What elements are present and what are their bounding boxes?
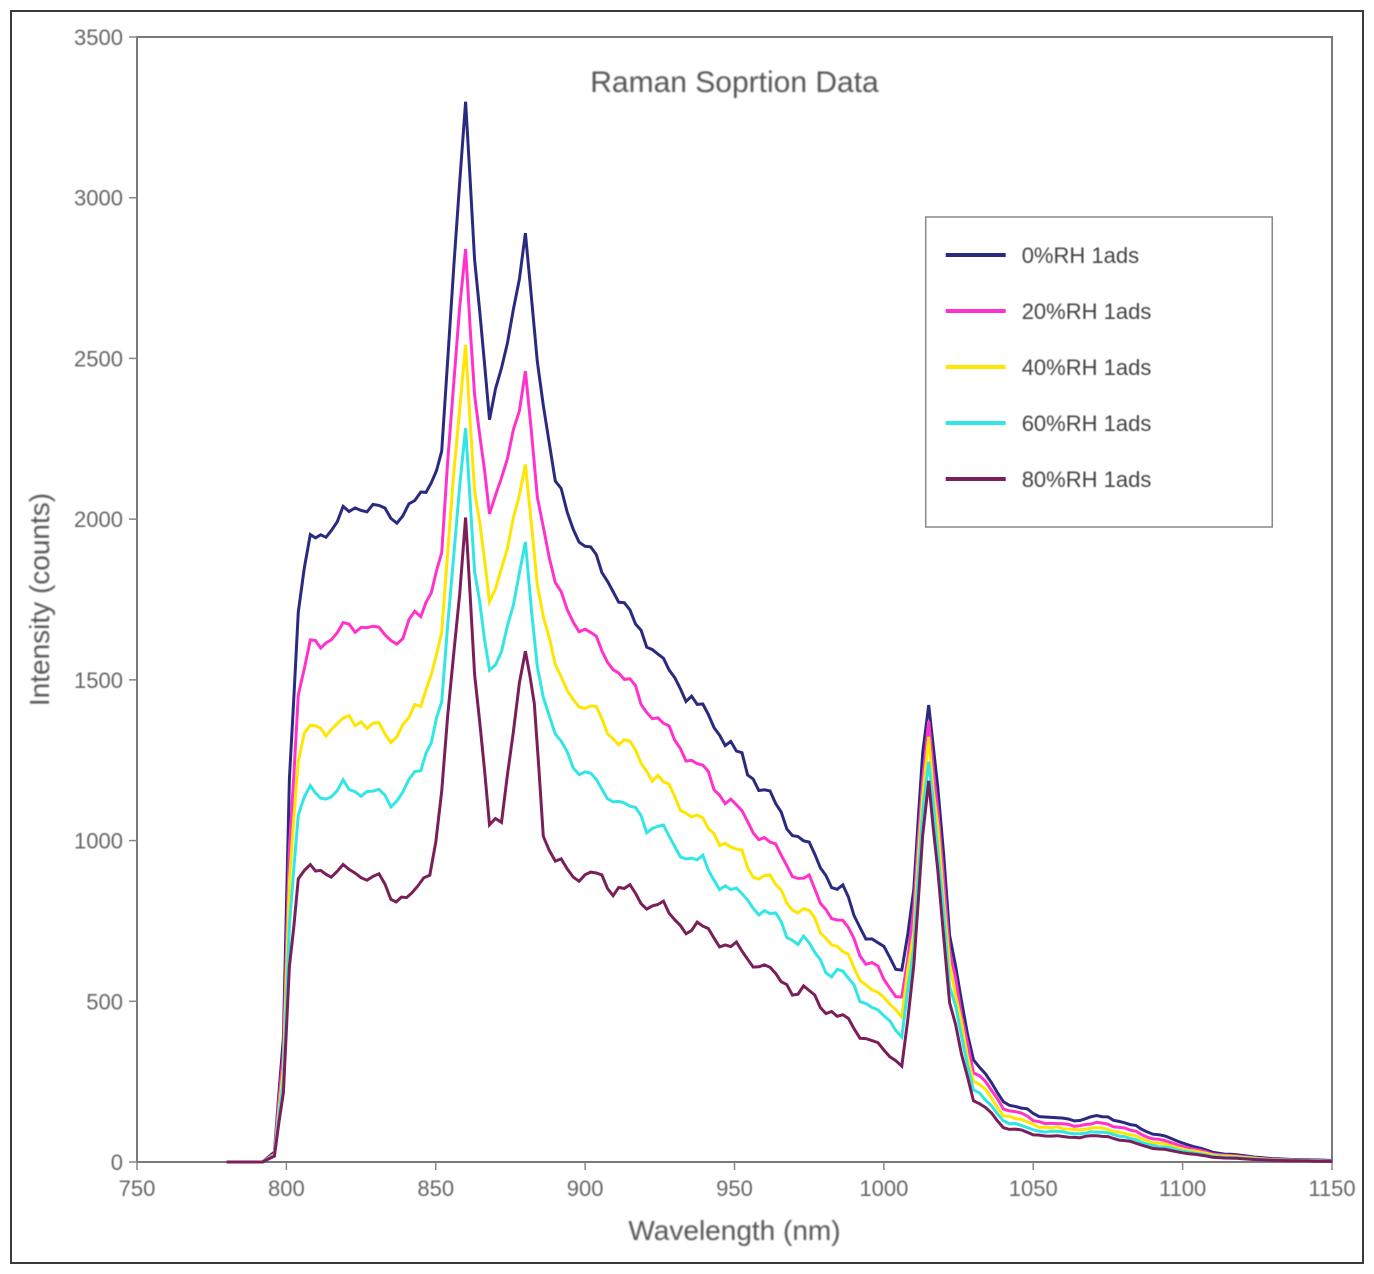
x-tick-label: 800 [268, 1176, 305, 1201]
raman-chart-svg: Raman Soprtion Data 0 500 1000 1500 2000 2500 3… [12, 12, 1362, 1262]
x-tick-label: 1100 [1159, 1176, 1206, 1201]
x-tick-label: 900 [567, 1176, 604, 1201]
y-tick-label: 3000 [74, 186, 123, 211]
y-tick-label: 1000 [74, 829, 123, 854]
legend-label: 0%RH 1ads [1022, 243, 1139, 268]
chart-container: Raman Soprtion Data 0 500 1000 1500 2000 2500 3… [12, 12, 1362, 1262]
legend-label: 60%RH 1ads [1022, 411, 1152, 436]
x-tick-label: 850 [417, 1176, 454, 1201]
legend-label: 80%RH 1ads [1022, 467, 1152, 492]
legend: 0%RH 1ads 20%RH 1ads 40%RH 1ads 60%RH 1ads 8… [926, 217, 1273, 527]
y-tick-label: 2500 [74, 346, 123, 371]
chart-outer-frame: Raman Soprtion Data 0 500 1000 1500 2000 2500 3… [10, 10, 1364, 1264]
y-axis-label: Intensity (counts) [24, 493, 55, 706]
y-tick-label: 500 [86, 989, 123, 1014]
legend-label: 20%RH 1ads [1022, 299, 1152, 324]
y-tick-label: 2000 [74, 507, 123, 532]
series-line [227, 518, 1332, 1163]
plot-border [137, 37, 1332, 1162]
x-axis-label: Wavelength (nm) [628, 1215, 840, 1246]
x-tick-label: 950 [716, 1176, 753, 1201]
x-tick-label: 1050 [1009, 1176, 1058, 1201]
series-line [227, 428, 1332, 1162]
y-tick-label: 3500 [74, 25, 123, 50]
x-tick-label: 750 [119, 1176, 156, 1201]
chart-title: Raman Soprtion Data [590, 66, 879, 99]
y-tick-label: 1500 [74, 668, 123, 693]
y-tick-label: 0 [111, 1150, 123, 1175]
x-tick-label: 1150 [1308, 1176, 1355, 1201]
x-tick-label: 1000 [859, 1176, 908, 1201]
legend-label: 40%RH 1ads [1022, 355, 1152, 380]
